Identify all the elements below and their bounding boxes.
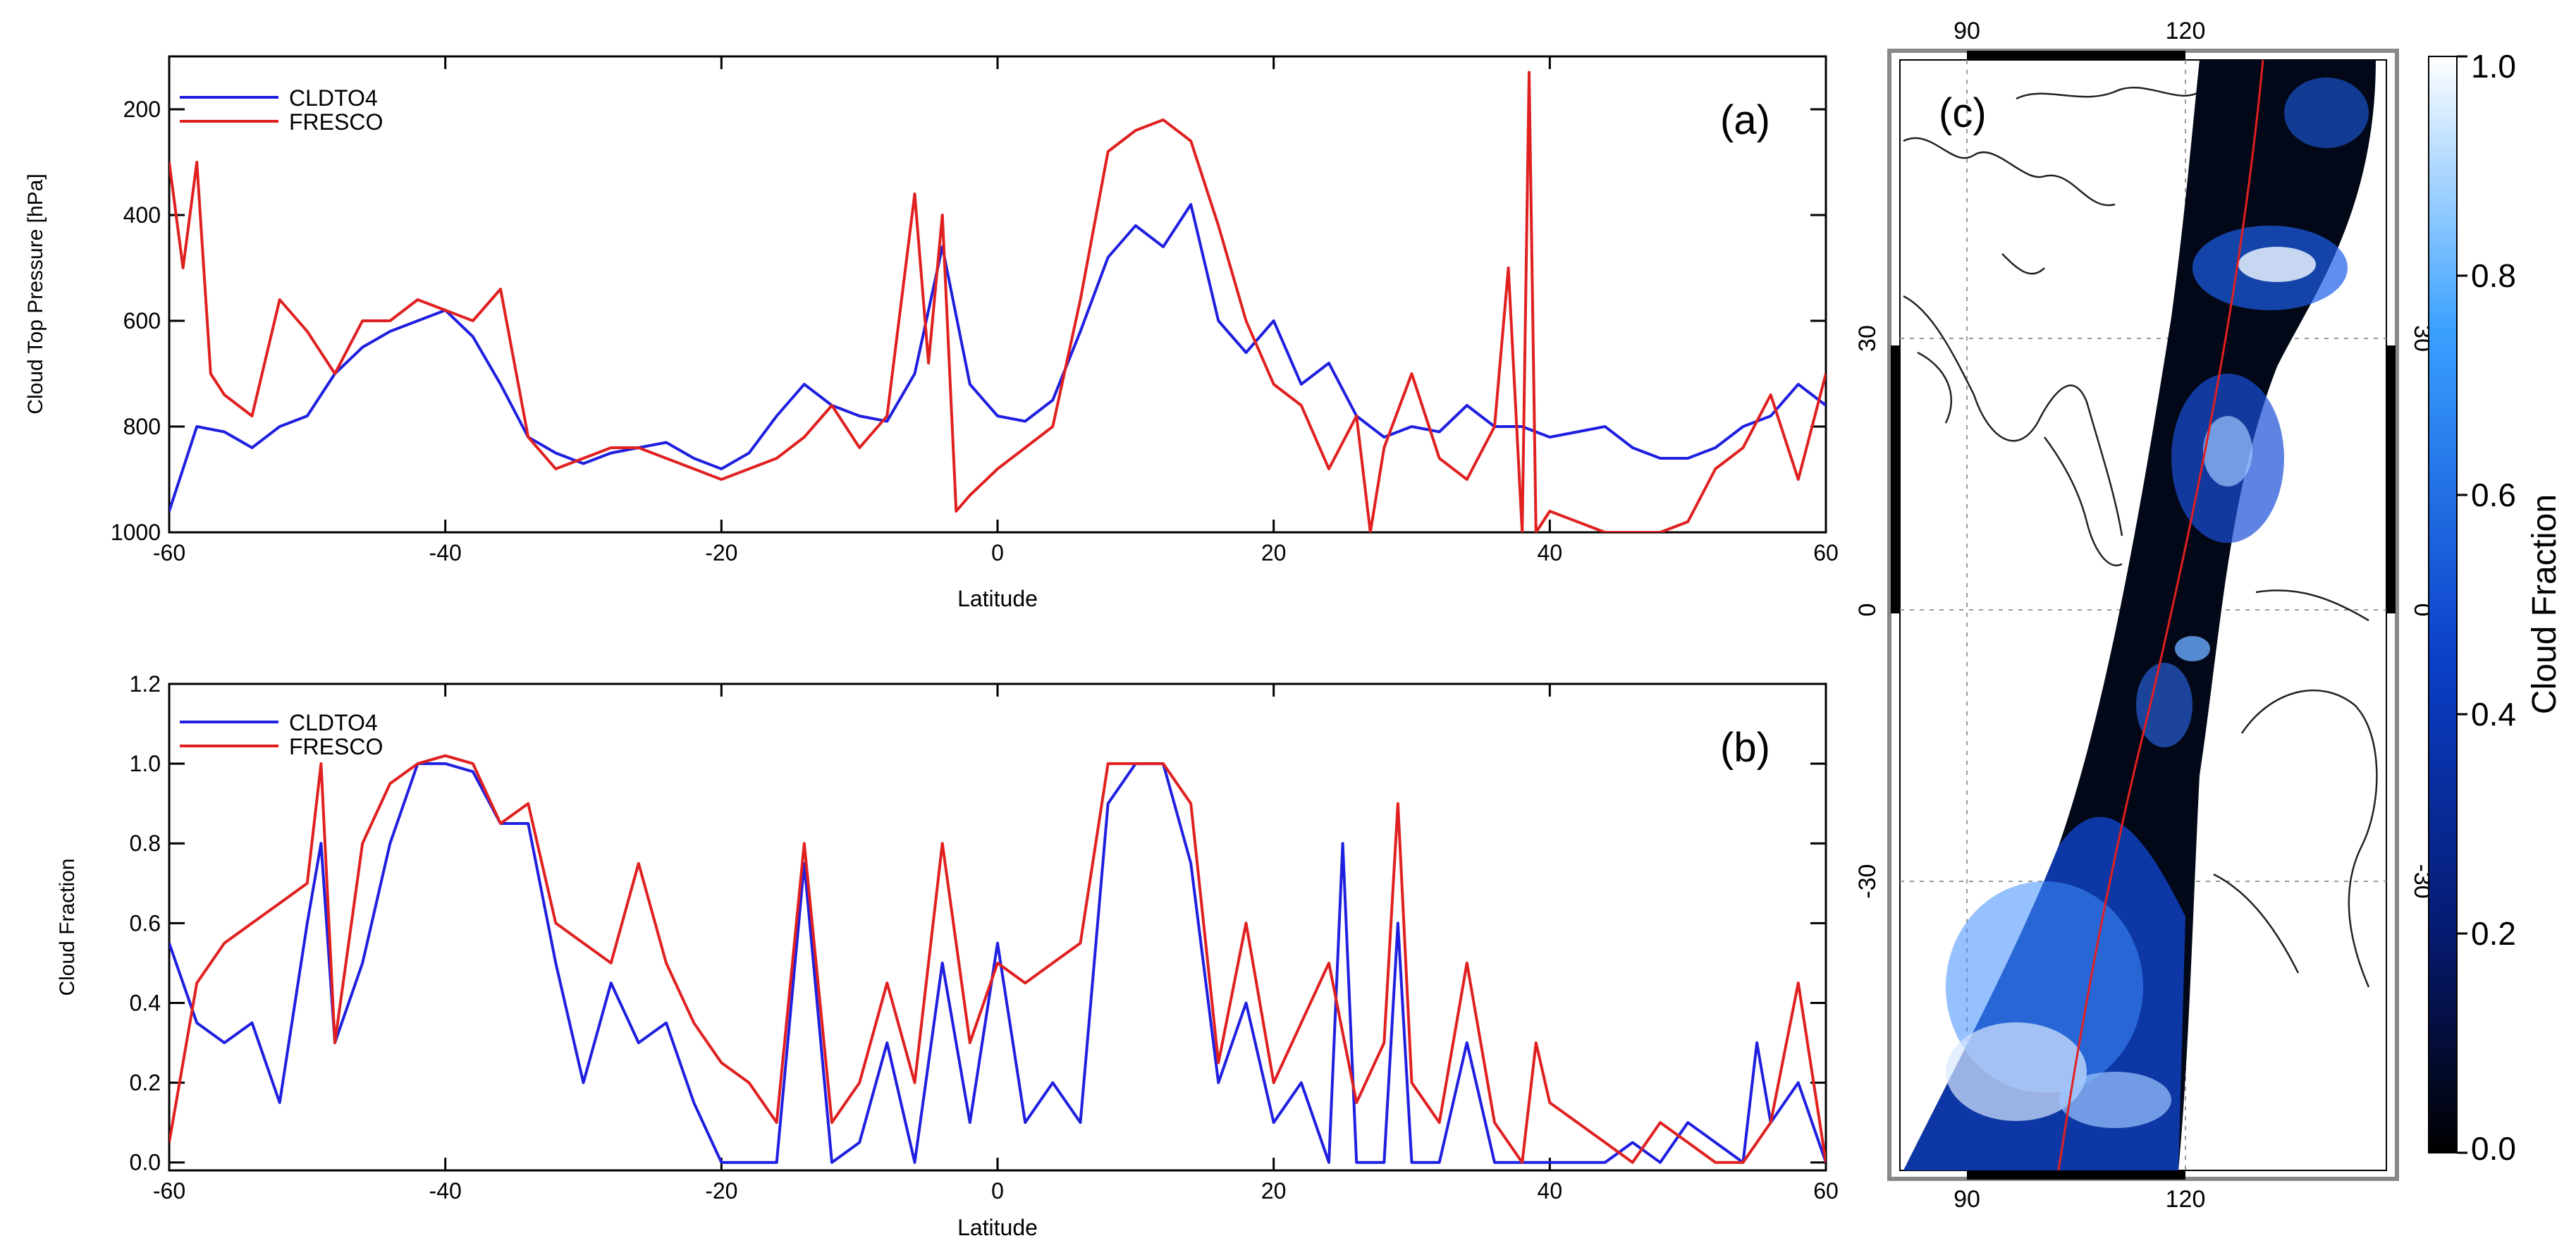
a-xtick-label: 20 xyxy=(1261,540,1287,565)
a-xtick-label: -60 xyxy=(153,540,185,565)
b-ytick-label: 1.0 xyxy=(130,751,161,776)
b-xtick-label: -60 xyxy=(153,1178,185,1204)
a-xtick-label: -40 xyxy=(429,540,462,565)
colorbar-tick-label: 0.6 xyxy=(2471,477,2516,513)
panel-b-chart: -60 -40 -20 0 20 40 60 0.0 0.2 0.4 0.6 0.8 1.0 1.2 L… xyxy=(56,671,1839,1240)
map-lat-left-minus30: -30 xyxy=(1854,864,1881,898)
a-xtick-label: 40 xyxy=(1538,540,1563,565)
panel-b-frame xyxy=(168,682,1827,1172)
a-ytick-label: 600 xyxy=(123,308,161,333)
panel-b-xlabel: Latitude xyxy=(957,1215,1038,1240)
b-ytick-label: 0.0 xyxy=(130,1150,161,1175)
map-lon-bottom-120: 120 xyxy=(2166,1186,2206,1213)
map-swath xyxy=(1903,59,2376,1171)
map-lon-bottom-90: 90 xyxy=(1954,1186,1980,1213)
panel-b-ylabel: Cloud Fraction xyxy=(56,858,79,996)
map-panel-label: (c) xyxy=(1939,90,1987,136)
colorbar-tick-label: 0.2 xyxy=(2471,915,2516,952)
a-ytick-label: 200 xyxy=(123,97,161,122)
panel-a-series xyxy=(169,71,1826,532)
colorbar-ticks: 1.0 0.8 0.6 0.4 0.2 0.0 xyxy=(2457,48,2516,1167)
map-lon-top-90: 90 xyxy=(1954,18,1980,44)
map-lon-top-120: 120 xyxy=(2166,18,2206,44)
b-ytick-label: 0.4 xyxy=(130,990,161,1015)
panel-b-series xyxy=(169,754,1826,1164)
map-orbit-track xyxy=(2057,59,2264,1171)
b-ytick-label: 1.2 xyxy=(130,671,161,697)
panel-b-label: (b) xyxy=(1720,725,1770,771)
panel-a-label: (a) xyxy=(1720,97,1770,143)
panel-b-x-ticks: -60 -40 -20 0 20 40 60 xyxy=(153,684,1839,1204)
a-ytick-label: 400 xyxy=(123,202,161,228)
a-xtick-label: 60 xyxy=(1813,540,1839,565)
b-xtick-label: 40 xyxy=(1538,1178,1563,1204)
panel-a-frame xyxy=(168,55,1827,534)
colorbar: 1.0 0.8 0.6 0.4 0.2 0.0 Cloud Fraction xyxy=(2428,48,2563,1167)
series-fresco-line xyxy=(169,71,1826,532)
colorbar-tick-label: 0.8 xyxy=(2471,257,2516,294)
legend-b-label-cldto4: CLDTO4 xyxy=(289,710,378,735)
colorbar-tick-label: 1.0 xyxy=(2471,48,2516,85)
colorbar-gradient xyxy=(2428,56,2458,1153)
panel-a-y-ticks: 200 400 600 800 1000 xyxy=(111,97,1826,545)
series-cldto4-line xyxy=(169,762,1826,1164)
legend-a-label-fresco: FRESCO xyxy=(289,109,383,135)
map-top-axis-bar xyxy=(1967,51,2185,60)
panel-a-legend: CLDTO4 FRESCO xyxy=(180,85,383,135)
map-lat-left-30: 30 xyxy=(1854,325,1881,352)
legend-b-label-fresco: FRESCO xyxy=(289,734,383,759)
b-ytick-label: 0.2 xyxy=(130,1070,161,1096)
panel-c-map: (c) 90 120 90 120 30 0 -30 30 0 -30 xyxy=(1854,18,2436,1213)
b-xtick-label: 60 xyxy=(1813,1178,1839,1204)
colorbar-tick-label: 0.4 xyxy=(2471,696,2516,733)
b-xtick-label: -40 xyxy=(429,1178,462,1204)
b-xtick-label: 20 xyxy=(1261,1178,1287,1204)
panel-a-chart: -60 -40 -20 0 20 40 60 200 400 600 800 1000 Latitu… xyxy=(24,55,1839,611)
panel-b-y-ticks: 0.0 0.2 0.4 0.6 0.8 1.0 1.2 xyxy=(130,671,1826,1175)
panel-a-xlabel: Latitude xyxy=(957,586,1038,611)
map-left-axis-bar xyxy=(1891,345,1900,613)
series-fresco-line xyxy=(169,754,1826,1164)
map-lat-left-0: 0 xyxy=(1854,604,1881,617)
panel-a-ylabel: Cloud Top Pressure [hPa] xyxy=(24,173,47,414)
a-ytick-label: 800 xyxy=(123,414,161,439)
b-xtick-label: 0 xyxy=(991,1178,1004,1204)
map-bottom-axis-bar xyxy=(1967,1170,2185,1180)
b-xtick-label: -20 xyxy=(705,1178,737,1204)
b-ytick-label: 0.8 xyxy=(130,831,161,856)
panel-b-legend: CLDTO4 FRESCO xyxy=(180,710,383,759)
b-ytick-label: 0.6 xyxy=(130,910,161,936)
legend-a-label-cldto4: CLDTO4 xyxy=(289,85,378,111)
map-right-axis-bar xyxy=(2386,345,2396,613)
series-cldto4-line xyxy=(169,203,1826,512)
a-xtick-label: -20 xyxy=(705,540,737,565)
colorbar-tick-label: 0.0 xyxy=(2471,1130,2516,1167)
colorbar-label: Cloud Fraction xyxy=(2526,494,2563,714)
panel-a-x-ticks: -60 -40 -20 0 20 40 60 xyxy=(153,56,1839,565)
a-xtick-label: 0 xyxy=(991,540,1004,565)
a-ytick-label: 1000 xyxy=(111,520,161,545)
